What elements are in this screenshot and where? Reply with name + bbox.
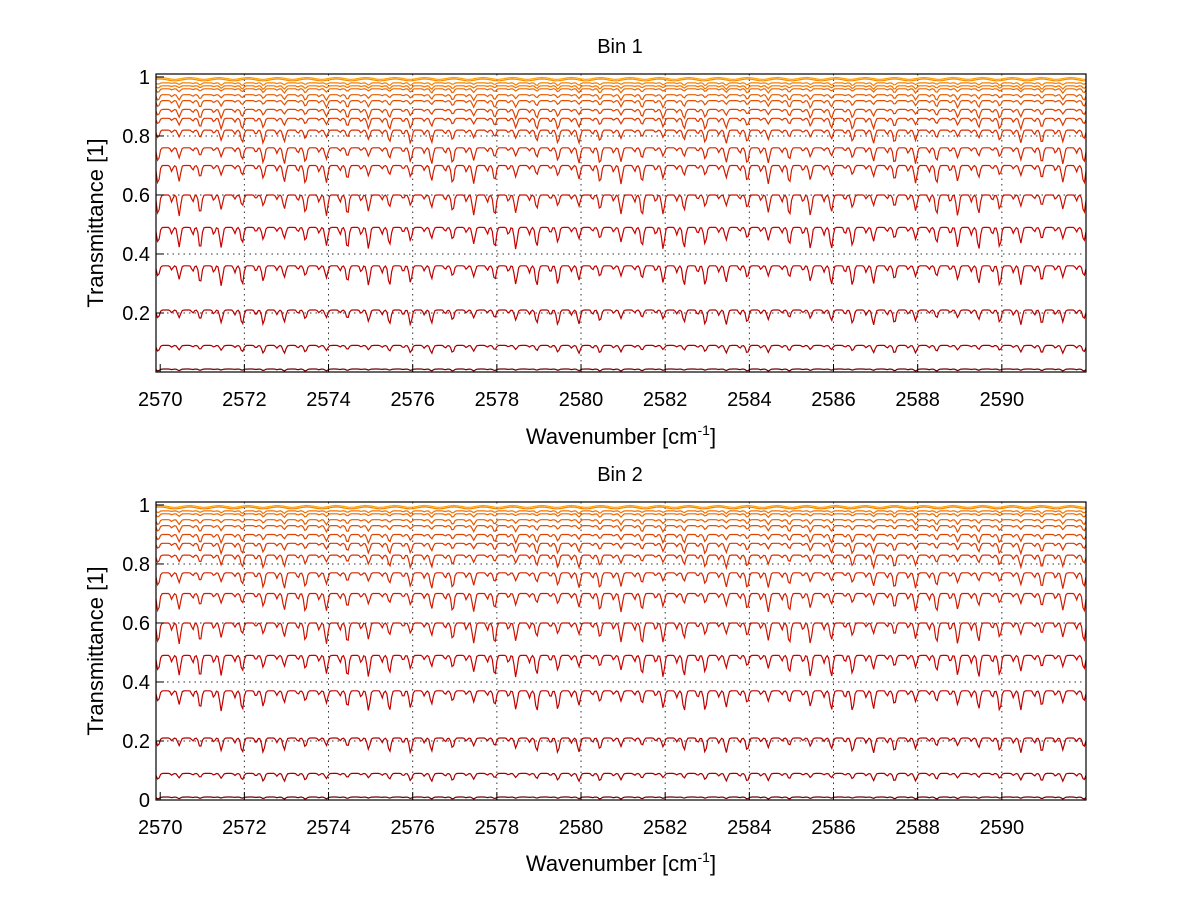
x-tick-label: 2580 [559,817,604,839]
y-tick-label: 1 [139,495,150,517]
chart-panel-bin-2: Bin 2 2570 2572 2574 2576 2578 2580 2582 2584 25… [83,464,1087,876]
x-tick-label: 2586 [811,817,856,839]
y-tick-label: 0.6 [122,613,150,635]
series-line [155,82,1087,87]
y-axis-label: Transmittance [1] [83,138,108,307]
x-tick-label: 2580 [559,389,604,411]
x-tick-label: 2576 [390,817,435,839]
series-line [155,146,1087,165]
series-line [155,737,1087,755]
y-tick-label: 0.4 [122,672,150,694]
x-axis-label: Wavenumber [cm-1] [526,422,716,449]
x-tick-label: 2578 [475,389,520,411]
series-line [155,368,1087,372]
y-tick-labels: 0 0.2 0.4 0.6 0.8 1 [122,495,164,812]
series-lines [155,504,1087,800]
series-line [155,129,1087,146]
series-line [155,99,1087,110]
series-line [155,542,1087,556]
series-line [155,94,1087,102]
series-line [155,572,1087,590]
series-line [155,510,1087,515]
y-tick-label: 0.2 [122,303,150,325]
series-line [155,108,1087,121]
series-line [155,654,1087,678]
chart-panel-bin-1: Bin 1 2570 2572 2574 2576 2578 2580 2582 2584 25… [83,36,1087,449]
x-tick-labels: 2570 2572 2574 2576 2578 2580 2582 2584 2586 2588… [138,364,1024,411]
x-tick-label: 2586 [811,389,856,411]
x-tick-label: 2590 [980,389,1025,411]
series-line [155,592,1087,613]
plot-frame [155,501,1087,801]
series-line [155,506,1086,510]
y-tick-label: 0.4 [122,244,150,266]
series-line [155,309,1087,327]
series-line [155,264,1087,287]
x-tick-labels: 2570 2572 2574 2576 2578 2580 2582 2584 2586 2588… [138,792,1024,839]
y-tick-label: 0.6 [122,185,150,207]
grid-lines [156,502,1086,800]
x-tick-label: 2584 [727,817,772,839]
x-tick-label: 2576 [390,389,435,411]
series-line [155,344,1087,355]
plot-frame [155,73,1087,373]
series-line [155,76,1086,80]
y-tick-label: 0.2 [122,731,150,753]
x-tick-label: 2582 [643,389,688,411]
series-line [155,194,1087,216]
series-lines [155,76,1087,372]
series-line [155,554,1087,571]
chart-title: Bin 1 [597,36,643,58]
series-line [155,513,1087,519]
series-line [155,689,1087,712]
series-line [155,504,1086,508]
series-line [155,796,1087,800]
x-tick-label: 2588 [895,817,940,839]
series-line [155,78,1086,82]
x-tick-label: 2578 [475,817,520,839]
y-tick-label: 1 [139,67,150,89]
y-tick-label: 0.8 [122,554,150,576]
y-tick-label: 0 [139,790,150,812]
y-tick-label: 0.8 [122,126,150,148]
x-tick-label: 2588 [895,389,940,411]
x-tick-label: 2572 [222,389,267,411]
x-tick-label: 2582 [643,817,688,839]
x-tick-label: 2572 [222,817,267,839]
series-line [155,117,1087,132]
series-line [155,85,1087,91]
series-line [155,226,1087,250]
x-tick-label: 2570 [138,817,183,839]
series-line [155,772,1087,783]
y-tick-labels: 0.2 0.4 0.6 0.8 1 [122,67,164,325]
chart-title: Bin 2 [597,464,643,486]
series-line [155,622,1087,644]
series-line [155,164,1087,185]
x-tick-label: 2574 [306,389,351,411]
series-line [155,88,1087,95]
series-line [155,519,1087,526]
y-axis-label: Transmittance [1] [83,566,108,735]
x-tick-label: 2570 [138,389,183,411]
x-tick-label: 2574 [306,817,351,839]
x-axis-label: Wavenumber [cm-1] [526,849,716,876]
x-tick-label: 2590 [980,817,1025,839]
x-tick-label: 2584 [727,389,772,411]
series-line [155,524,1087,534]
series-line [155,533,1087,545]
